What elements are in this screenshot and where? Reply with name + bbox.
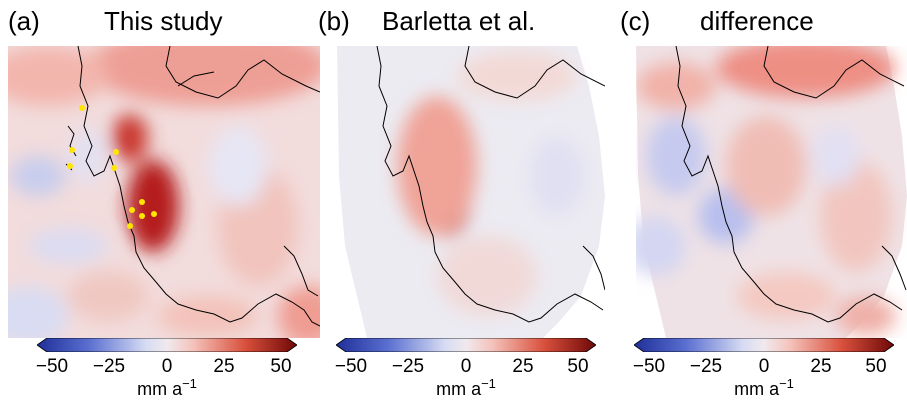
station-marker bbox=[79, 105, 85, 111]
map-a bbox=[8, 46, 320, 338]
unit-text: mm a bbox=[137, 379, 183, 399]
station-marker bbox=[151, 211, 157, 217]
colorbar-a-unit: mm a−1 bbox=[137, 376, 197, 400]
station-marker bbox=[111, 165, 117, 171]
colorbar-b-tick: 50 bbox=[567, 356, 589, 377]
colorbar-a-tick: −50 bbox=[35, 356, 69, 377]
colorbar-c-tick: 50 bbox=[865, 356, 887, 377]
station-marker bbox=[69, 147, 75, 153]
panel-c-letter: (c) bbox=[620, 6, 651, 36]
unit-exp: −1 bbox=[779, 376, 794, 391]
panel-b-letter: (b) bbox=[318, 6, 350, 36]
station-marker bbox=[129, 207, 135, 213]
colorbar-c-unit: mm a−1 bbox=[734, 376, 794, 400]
colorbar-a-tick: −25 bbox=[92, 356, 126, 377]
station-marker bbox=[127, 223, 133, 229]
colorbar-b-tick: 25 bbox=[512, 356, 534, 377]
colorbar-b-unit: mm a−1 bbox=[436, 376, 496, 400]
panel-a-letter: (a) bbox=[8, 6, 40, 36]
station-marker bbox=[113, 149, 119, 155]
map-c bbox=[636, 46, 907, 338]
panel-c-title: difference bbox=[700, 6, 814, 36]
unit-exp: −1 bbox=[182, 376, 197, 391]
panel-b: (b) Barletta et al. bbox=[308, 0, 608, 398]
colorbar-c-tick: −50 bbox=[632, 356, 666, 377]
colorbar-a-tick: 0 bbox=[161, 356, 173, 377]
unit-text: mm a bbox=[436, 379, 482, 399]
unit-text: mm a bbox=[734, 379, 780, 399]
colorbar-c-tick: −25 bbox=[689, 356, 723, 377]
panel-a-title: This study bbox=[104, 6, 223, 36]
panel-c: (c) difference bbox=[610, 0, 907, 398]
colorbar-a bbox=[37, 338, 297, 352]
colorbar-b-tick: −25 bbox=[391, 356, 425, 377]
colorbar-b bbox=[336, 338, 596, 352]
map-b bbox=[337, 46, 605, 338]
colorbar-c-tick: 0 bbox=[758, 356, 770, 377]
station-marker bbox=[67, 163, 73, 169]
panel-a: (a) This study bbox=[0, 0, 300, 398]
colorbar-b-tick: −50 bbox=[334, 356, 368, 377]
panel-b-title: Barletta et al. bbox=[382, 6, 536, 36]
unit-exp: −1 bbox=[481, 376, 496, 391]
colorbar-b-tick: 0 bbox=[460, 356, 472, 377]
station-marker bbox=[139, 213, 145, 219]
colorbar-c bbox=[634, 338, 894, 352]
colorbar-c-tick: 25 bbox=[810, 356, 832, 377]
colorbar-a-tick: 50 bbox=[270, 356, 292, 377]
station-marker bbox=[139, 199, 145, 205]
colorbar-a-tick: 25 bbox=[213, 356, 235, 377]
